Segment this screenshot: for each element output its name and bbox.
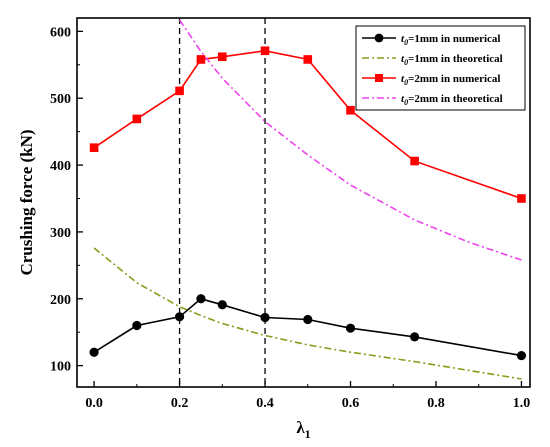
legend-label-text: =2mm in theoretical: [408, 93, 503, 105]
data-point: [132, 320, 142, 331]
series-line: [93, 49, 522, 200]
legend-label: t0=1mm in numerical: [401, 33, 501, 47]
data-point: [410, 156, 419, 166]
data-point: [218, 52, 227, 62]
data-point: [517, 194, 526, 203]
legend-item: t0=1mm in numerical: [362, 33, 501, 47]
legend-label-subscript: 0: [404, 58, 408, 67]
plot-frame: [76, 17, 531, 388]
data-point: [196, 55, 206, 64]
series-line: [93, 297, 522, 357]
x-tick-label: 0.8: [427, 396, 445, 411]
legend-marker: [374, 33, 384, 43]
data-point: [132, 114, 142, 124]
legend-label-text: =2mm in numerical: [408, 73, 500, 85]
data-point: [89, 143, 99, 152]
legend-marker: [375, 74, 383, 82]
data-point: [174, 312, 185, 322]
y-tick-label: 200: [50, 293, 71, 308]
data-point: [516, 350, 527, 361]
data-point: [303, 314, 313, 325]
series-1: [93, 247, 522, 380]
legend-label: t0=2mm in theoretical: [401, 93, 503, 107]
data-point: [260, 46, 270, 56]
data-point: [260, 312, 270, 323]
data-point: [175, 86, 184, 96]
data-point: [410, 332, 420, 342]
legend-label-prefix: t: [401, 73, 405, 85]
legend-label: t0=1mm in theoretical: [401, 53, 503, 67]
series-layer: [89, 19, 527, 380]
x-axis-title-main: λ: [296, 418, 305, 437]
series-3: [178, 19, 522, 261]
x-axis-title: λ1: [296, 418, 310, 441]
legend-label-prefix: t: [401, 93, 405, 105]
legend-label-prefix: t: [401, 53, 405, 65]
data-point: [346, 105, 355, 115]
series-line: [93, 247, 522, 380]
legend-label-subscript: 0: [404, 78, 408, 87]
series-line: [178, 19, 522, 261]
legend-item: t0=2mm in theoretical: [362, 93, 503, 107]
x-tick-label: 0.6: [342, 396, 360, 411]
y-tick-label: 600: [50, 25, 71, 40]
y-axis: 100 200 300 400 500 600: [50, 25, 83, 375]
y-tick-label: 400: [50, 159, 71, 174]
y-axis-title: Crushing force (kN): [17, 129, 36, 275]
series-2: [89, 46, 526, 203]
y-tick-label: 300: [50, 226, 71, 241]
x-axis-title-subscript: 1: [305, 427, 311, 441]
reference-lines: [178, 18, 266, 387]
x-tick-label: 0.0: [85, 396, 103, 411]
data-point: [303, 55, 313, 64]
legend-label-subscript: 0: [404, 38, 408, 47]
x-axis: 0.0 0.2 0.4 0.6 0.8 1.0: [85, 381, 530, 411]
data-point: [89, 347, 99, 357]
data-point: [196, 294, 206, 304]
legend-item: t0=2mm in numerical: [362, 73, 501, 87]
y-tick-label: 500: [50, 92, 71, 107]
data-point: [345, 323, 356, 333]
legend-label-prefix: t: [401, 33, 405, 45]
legend-item: t0=1mm in theoretical: [362, 53, 503, 67]
data-point: [217, 300, 227, 310]
x-tick-label: 0.2: [171, 396, 189, 411]
y-tick-label: 100: [50, 360, 71, 375]
x-tick-label: 1.0: [513, 396, 531, 411]
series-0: [89, 294, 527, 361]
x-tick-label: 0.4: [256, 396, 274, 411]
legend-box: [355, 25, 526, 111]
legend-label: t0=2mm in numerical: [401, 73, 501, 87]
legend-label-text: =1mm in theoretical: [408, 53, 503, 65]
legend-label-subscript: 0: [404, 98, 408, 107]
legend-label-text: =1mm in numerical: [408, 33, 500, 45]
